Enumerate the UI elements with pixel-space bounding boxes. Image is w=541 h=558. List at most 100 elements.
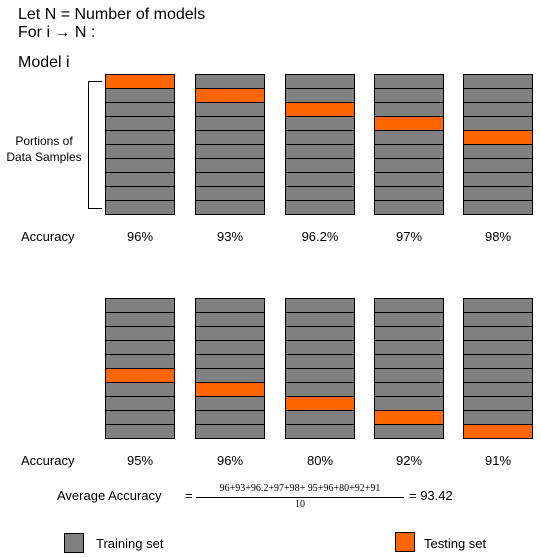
training-segment	[463, 201, 533, 215]
equals-sign: =	[185, 488, 193, 503]
portions-bracket	[88, 81, 102, 209]
testing-segment	[374, 117, 444, 131]
training-segment	[374, 201, 444, 215]
model-column	[463, 74, 533, 215]
average-accuracy-label: Average Accuracy	[57, 488, 162, 503]
model-accuracy-value: 96.2%	[301, 229, 339, 244]
training-segment	[105, 383, 175, 397]
training-segment	[105, 89, 175, 103]
training-segment	[285, 173, 355, 187]
model-accuracy-value: 95%	[126, 453, 154, 468]
training-segment	[195, 341, 265, 355]
testing-set-label: Testing set	[424, 536, 487, 551]
training-segment	[195, 411, 265, 425]
model-column	[195, 74, 265, 215]
training-segment	[195, 397, 265, 411]
accuracy-label-row-2: Accuracy	[21, 453, 75, 468]
training-segment	[285, 341, 355, 355]
model-accuracy-value: 80%	[306, 453, 334, 468]
training-segment	[105, 298, 175, 313]
training-segment	[285, 131, 355, 145]
training-segment	[285, 74, 355, 89]
training-segment	[285, 411, 355, 425]
model-column	[105, 298, 175, 439]
training-segment	[374, 131, 444, 145]
model-accuracy-value: 97%	[395, 229, 423, 244]
training-set-label: Training set	[96, 536, 164, 551]
model-column	[285, 74, 355, 215]
header-line-1: Let N = Number of models	[18, 6, 206, 23]
training-segment	[195, 369, 265, 383]
training-segment	[374, 89, 444, 103]
training-segment	[463, 103, 533, 117]
model-accuracy-value: 92%	[395, 453, 423, 468]
training-segment	[285, 187, 355, 201]
training-segment	[195, 74, 265, 89]
model-accuracy-value: 98%	[484, 229, 512, 244]
training-segment	[195, 355, 265, 369]
model-i-label: Model i	[18, 54, 70, 71]
training-segment	[374, 145, 444, 159]
testing-segment	[285, 397, 355, 411]
testing-segment	[374, 411, 444, 425]
training-segment	[463, 327, 533, 341]
model-accuracy-value: 96%	[126, 229, 154, 244]
header-line-2: For i → N :	[18, 24, 96, 41]
training-segment	[463, 145, 533, 159]
training-segment	[195, 159, 265, 173]
training-segment	[195, 173, 265, 187]
training-segment	[195, 327, 265, 341]
testing-segment	[195, 383, 265, 397]
training-segment	[285, 369, 355, 383]
training-segment	[105, 425, 175, 439]
training-segment	[374, 341, 444, 355]
model-column	[105, 74, 175, 215]
training-segment	[195, 425, 265, 439]
training-segment	[285, 355, 355, 369]
training-segment	[463, 355, 533, 369]
training-segment	[374, 173, 444, 187]
training-segment	[105, 187, 175, 201]
training-segment	[285, 425, 355, 439]
accuracy-label-row-1: Accuracy	[21, 229, 75, 244]
model-column	[374, 74, 444, 215]
training-segment	[463, 397, 533, 411]
model-accuracy-value: 91%	[484, 453, 512, 468]
training-segment	[285, 383, 355, 397]
model-accuracy-value: 96%	[216, 453, 244, 468]
training-swatch	[64, 533, 84, 553]
formula-numerator: 96+93+96.2+97+98+ 95+96+80+92+91	[219, 483, 381, 494]
training-segment	[374, 425, 444, 439]
training-segment	[285, 298, 355, 313]
training-segment	[195, 131, 265, 145]
training-segment	[463, 159, 533, 173]
training-segment	[374, 327, 444, 341]
training-segment	[105, 159, 175, 173]
training-segment	[374, 397, 444, 411]
training-segment	[374, 159, 444, 173]
training-segment	[374, 74, 444, 89]
training-segment	[374, 103, 444, 117]
training-segment	[285, 159, 355, 173]
model-column	[285, 298, 355, 439]
training-segment	[105, 201, 175, 215]
training-segment	[463, 187, 533, 201]
average-result: = 93.42	[409, 488, 453, 503]
training-segment	[463, 383, 533, 397]
training-segment	[105, 355, 175, 369]
model-accuracy-value: 93%	[216, 229, 244, 244]
training-segment	[463, 411, 533, 425]
training-segment	[374, 369, 444, 383]
training-segment	[195, 117, 265, 131]
training-segment	[463, 89, 533, 103]
training-segment	[105, 173, 175, 187]
training-segment	[463, 313, 533, 327]
training-segment	[105, 103, 175, 117]
testing-segment	[195, 89, 265, 103]
training-segment	[285, 89, 355, 103]
training-segment	[105, 341, 175, 355]
training-segment	[105, 145, 175, 159]
model-column	[195, 298, 265, 439]
portions-label: Portions of Data Samples	[6, 134, 82, 164]
training-segment	[195, 187, 265, 201]
